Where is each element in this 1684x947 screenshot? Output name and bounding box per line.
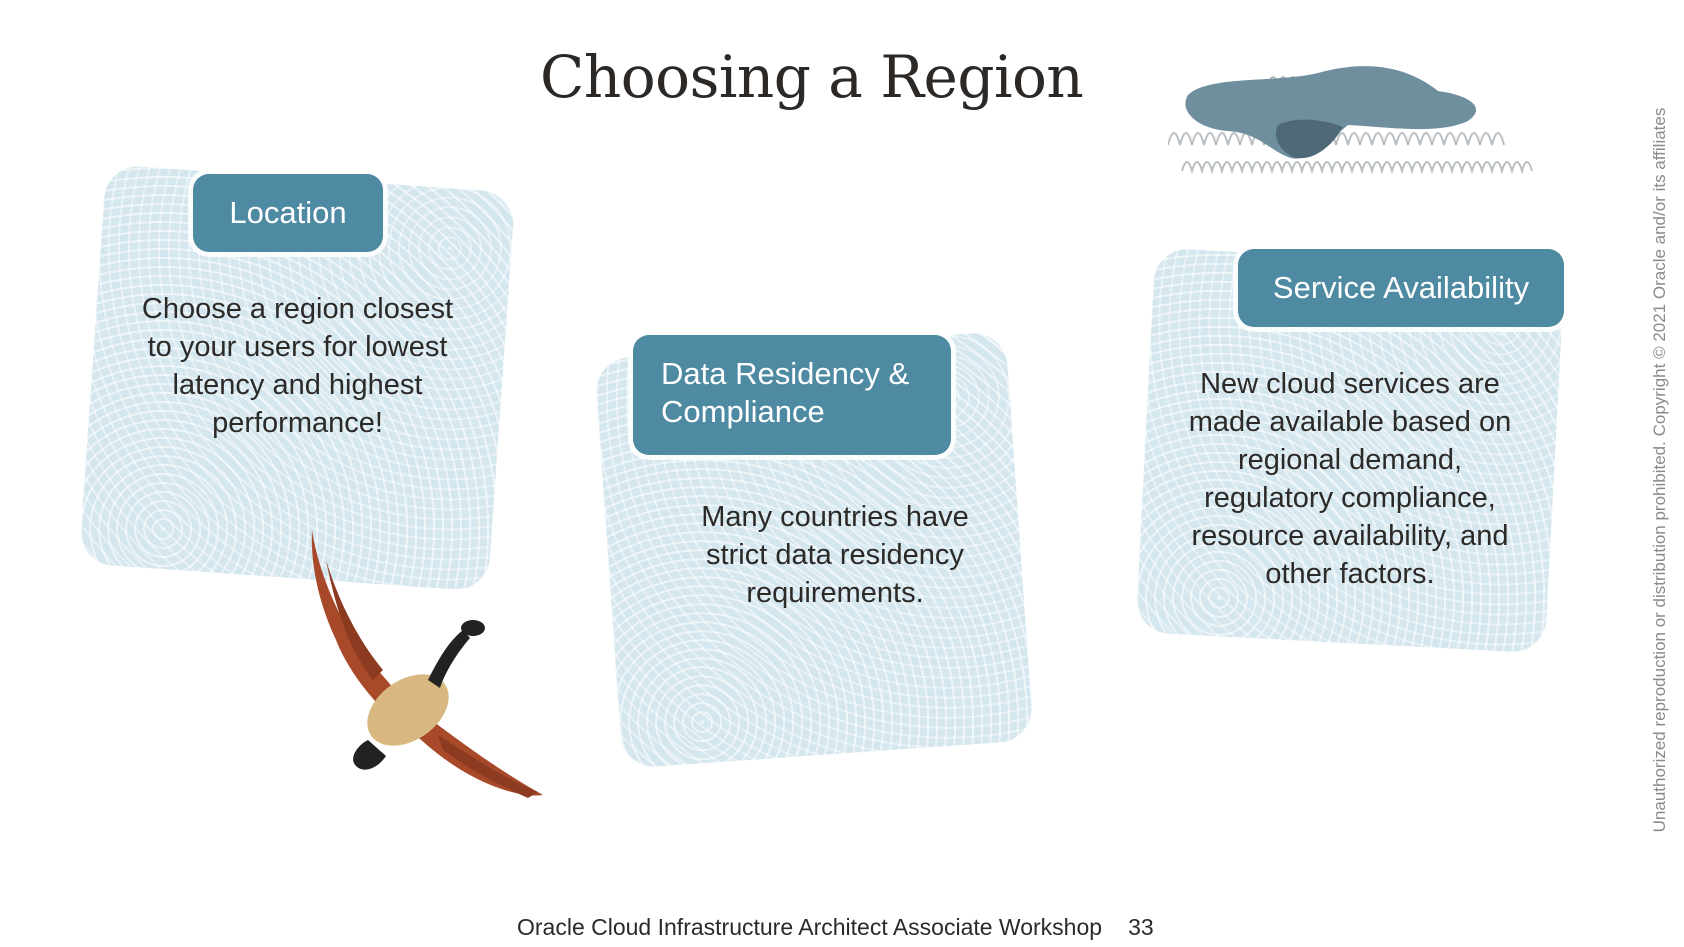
footer-workshop-title: Oracle Cloud Infrastructure Architect As… [517,914,1103,940]
data-residency-label: Data Residency & Compliance [633,335,951,455]
goose-illustration [311,530,543,798]
copyright-notice: Unauthorized reproduction or distributio… [1650,107,1669,833]
slide-title: Choosing a Region [540,43,1084,111]
page-number: 33 [1128,914,1154,940]
location-description: Choose a region closest to your users fo… [141,293,454,439]
service-availability-label: Service Availability [1238,249,1564,327]
service-availability-description: New cloud services are made available ba… [1188,368,1512,590]
footer: Oracle Cloud Infrastructure Architect As… [517,912,1154,942]
location-label: Location [193,174,383,252]
cloud-illustration [1168,66,1533,175]
data-residency-description: Many countries have strict data residenc… [701,501,969,609]
